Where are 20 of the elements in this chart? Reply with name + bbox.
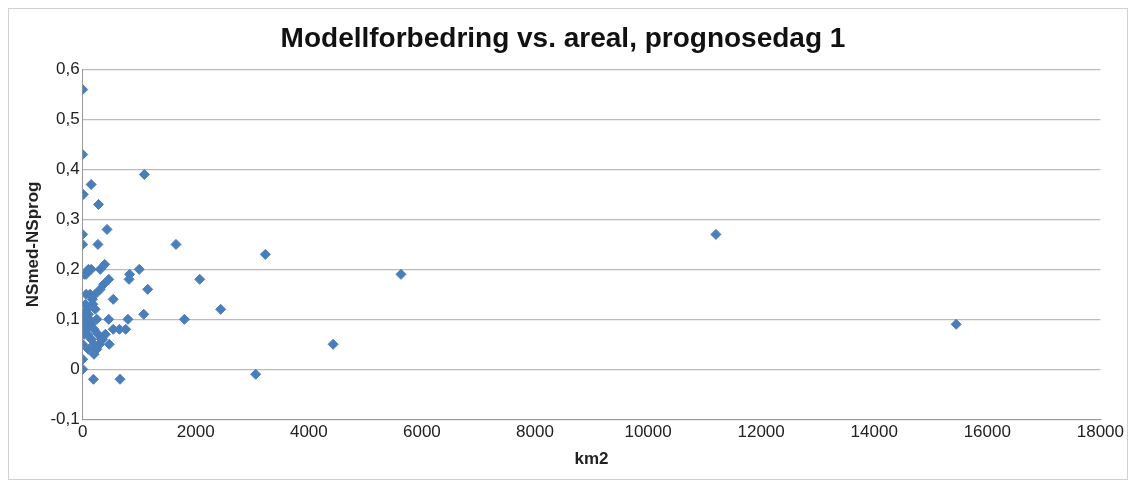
y-tick-label: 0,5 bbox=[56, 109, 80, 129]
y-tick-label: 0,3 bbox=[56, 209, 80, 229]
y-tick-label: 0,1 bbox=[56, 309, 80, 328]
x-tick-label: 14000 bbox=[850, 422, 898, 442]
x-tick-label: 8000 bbox=[516, 422, 554, 442]
y-tick-label: 0,2 bbox=[56, 259, 80, 279]
y-tick-label: 0,6 bbox=[56, 59, 80, 79]
x-axis-title: km2 bbox=[574, 449, 609, 469]
y-tick-label: 0 bbox=[70, 358, 80, 378]
y-tick-label: -0,1 bbox=[50, 408, 80, 428]
x-tick-label: 2000 bbox=[176, 422, 215, 442]
x-tick-label: 4000 bbox=[289, 422, 328, 442]
x-tick-label: 18000 bbox=[1076, 422, 1124, 442]
x-tick-label: 6000 bbox=[403, 422, 441, 442]
y-tick-label: 0,4 bbox=[56, 159, 80, 179]
x-tick-label: 10000 bbox=[624, 422, 672, 442]
chart-title: Modellforbedring vs. areal, prognosedag 1 bbox=[280, 21, 846, 53]
x-tick-label: 12000 bbox=[737, 422, 785, 442]
y-axis-title: NSmed-NSprog bbox=[22, 181, 42, 308]
x-tick-label: 16000 bbox=[963, 422, 1011, 442]
